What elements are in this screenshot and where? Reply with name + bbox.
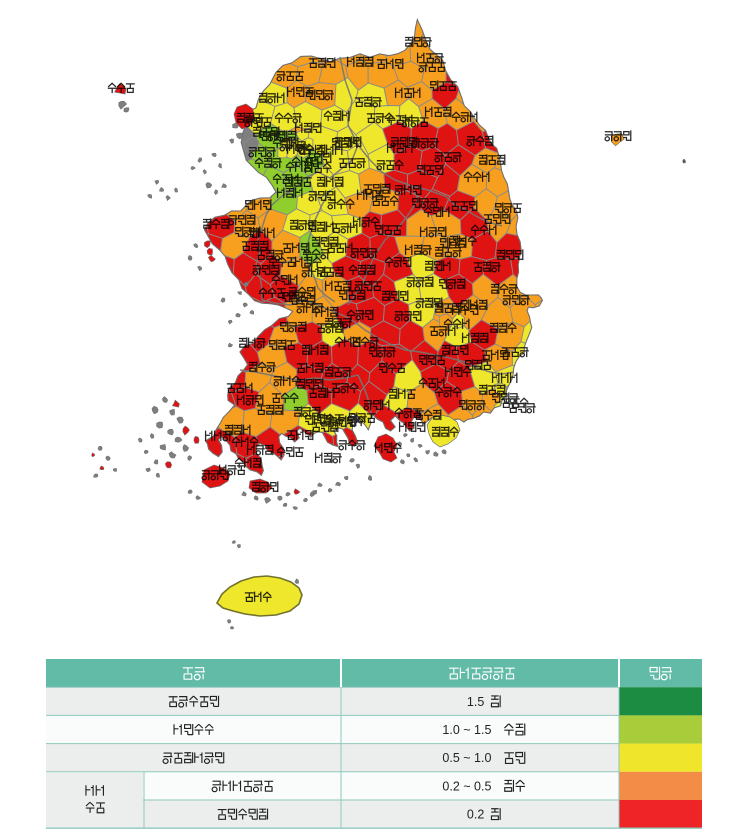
svg-text:0.2 ~ 0.5: 0.2 ~ 0.5 bbox=[442, 779, 491, 793]
svg-text:0.5 ~ 1.0: 0.5 ~ 1.0 bbox=[442, 751, 491, 765]
svg-text:1.5: 1.5 bbox=[467, 695, 484, 709]
svg-text:0.2: 0.2 bbox=[467, 808, 484, 822]
svg-text:1.0 ~ 1.5: 1.0 ~ 1.5 bbox=[442, 723, 491, 737]
